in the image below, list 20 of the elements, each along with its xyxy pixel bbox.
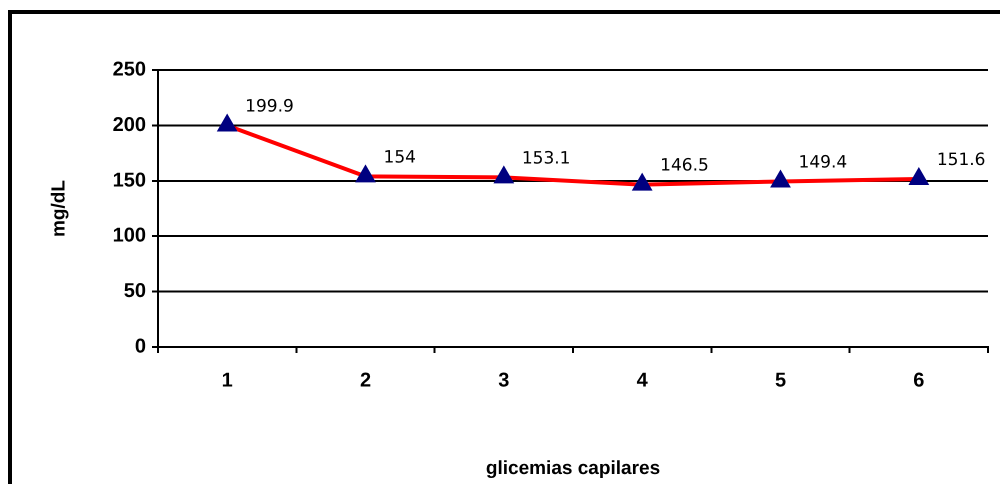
x-tick-label: 6 [913,370,924,392]
x-tick-label: 1 [222,370,233,392]
y-tick-label: 50 [124,280,146,302]
y-tick-label: 200 [112,114,146,136]
data-label: 199.9 [245,96,294,116]
data-label: 153.1 [522,148,571,168]
y-tick-label: 150 [112,169,146,192]
data-label: 149.4 [798,152,848,172]
x-tick-label: 2 [360,370,372,392]
y-tick-label: 100 [112,224,146,247]
x-tick-label: 5 [774,370,786,392]
data-label: 146.5 [660,156,709,176]
x-tick-label: 3 [498,370,510,392]
x-axis-title: glicemias capilares [486,458,660,479]
y-tick-label: 250 [112,58,146,81]
data-label: 151.6 [936,150,986,170]
data-label: 154 [384,147,416,168]
x-tick-label: 4 [636,370,649,392]
y-tick-label: 0 [134,336,146,358]
y-axis-title: mg/dL [48,180,70,237]
